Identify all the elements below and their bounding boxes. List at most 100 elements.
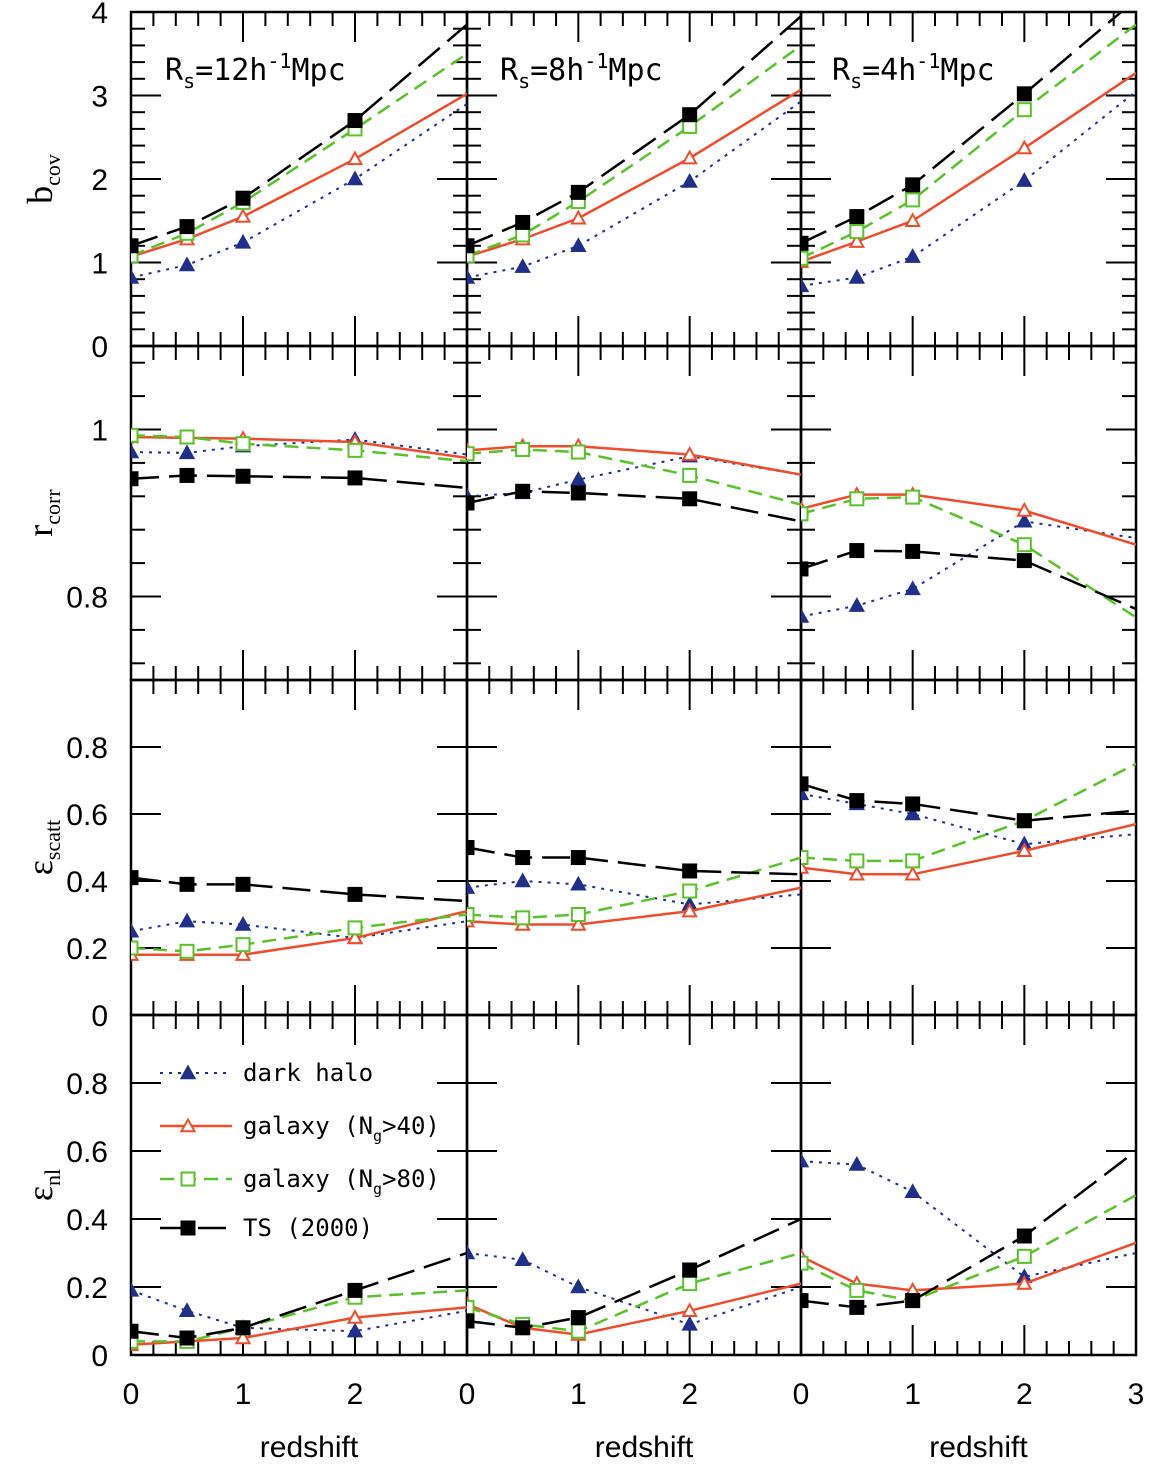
data-point — [570, 850, 586, 866]
panel-series-r1-c1 — [467, 437, 801, 523]
legend-item: dark halo — [160, 1059, 373, 1087]
panel-series-r3-c1 — [467, 1217, 801, 1341]
panel-r1-c0 — [129, 344, 469, 682]
annotation-part: s — [850, 69, 862, 93]
data-point — [234, 208, 252, 223]
data-point — [849, 793, 865, 809]
data-point — [849, 543, 865, 559]
data-point — [848, 1156, 866, 1171]
data-point — [681, 149, 698, 165]
data-point — [1016, 537, 1032, 553]
data-point — [1016, 1275, 1033, 1290]
legend-item: TS (2000) — [160, 1214, 373, 1242]
panel-frame — [129, 344, 469, 682]
panel-annotation: Rs=4h-1Mpc — [832, 49, 995, 93]
y-tick-label: 0 — [91, 331, 108, 364]
data-point — [801, 607, 810, 623]
data-point — [682, 467, 698, 483]
data-point — [235, 876, 251, 892]
data-point — [514, 258, 531, 273]
data-point — [905, 543, 921, 559]
panel-series-r1-c2 — [801, 486, 1136, 623]
data-point — [347, 470, 363, 486]
x-tick-label: 1 — [235, 1378, 252, 1411]
panel-series-r2-c2 — [801, 762, 1136, 881]
y-axis-label-sub: corr — [40, 489, 65, 525]
x-tick-label: 3 — [1128, 1378, 1145, 1411]
data-point — [515, 442, 531, 458]
data-point — [681, 1315, 698, 1331]
data-point — [1016, 842, 1033, 858]
data-point — [570, 915, 587, 931]
series-line-0 — [131, 103, 467, 279]
panel-r2-c1 — [465, 678, 803, 1017]
panel-r3-c1 — [465, 1013, 803, 1357]
data-point — [178, 1302, 196, 1317]
data-point — [1016, 553, 1032, 569]
panel-frame — [799, 344, 1138, 682]
y-tick-label: 0.6 — [66, 799, 108, 832]
y-axis-label: rcorr — [20, 489, 65, 537]
data-point — [467, 248, 475, 264]
y-tick-label: 0.2 — [66, 1272, 108, 1305]
data-point — [1016, 102, 1032, 118]
data-point — [467, 1299, 475, 1315]
data-point — [848, 597, 866, 612]
y-tick-label: 4 — [91, 0, 108, 30]
data-point — [1016, 813, 1032, 829]
data-point — [467, 907, 475, 922]
x-axis-title: redshift — [595, 1431, 694, 1464]
data-point — [1016, 1248, 1032, 1264]
data-point — [131, 471, 139, 487]
y-tick-label: 0.2 — [66, 933, 108, 966]
data-point — [234, 233, 252, 249]
x-tick-label: 0 — [459, 1378, 476, 1411]
data-point — [515, 1320, 531, 1336]
data-point — [570, 237, 587, 252]
y-axis-label-text: εnl — [20, 1169, 65, 1201]
data-point — [570, 209, 587, 225]
y-tick-label: 1 — [91, 415, 108, 448]
data-point — [131, 238, 139, 254]
x-tick-label: 2 — [1016, 1378, 1033, 1411]
data-point — [801, 277, 810, 293]
data-point — [681, 1302, 698, 1317]
data-point — [347, 442, 363, 458]
panel-series-r0-c0 — [131, 23, 467, 284]
data-point — [347, 920, 363, 936]
data-point — [515, 910, 531, 926]
data-point — [905, 853, 921, 869]
series-line-0 — [467, 100, 801, 279]
data-point — [848, 865, 866, 881]
data-point — [346, 150, 364, 166]
panel-frame — [799, 678, 1138, 1017]
y-tick-label: 0.6 — [66, 1136, 108, 1169]
data-point — [570, 875, 587, 891]
series-line-3 — [801, 12, 1124, 245]
data-point — [347, 886, 363, 902]
legend-label: galaxy (Ng>40) — [243, 1112, 440, 1145]
y-tick-label: 3 — [91, 81, 108, 114]
data-point — [179, 429, 195, 445]
annotation-part: s — [183, 69, 195, 93]
data-point — [234, 915, 252, 931]
data-point — [682, 491, 698, 507]
panel-series-r3-c2 — [801, 1150, 1136, 1315]
data-point — [905, 489, 921, 505]
annotation-part: R — [832, 53, 851, 88]
legend-label-main: galaxy (N — [243, 1112, 373, 1140]
data-point — [467, 238, 475, 254]
y-axis-label: bcov — [20, 154, 65, 204]
data-point — [515, 227, 531, 243]
data-point — [1016, 1228, 1032, 1244]
data-point — [515, 850, 531, 866]
data-point — [682, 883, 698, 899]
data-point — [905, 192, 921, 208]
x-tick-label: 2 — [347, 1378, 364, 1411]
y-tick-label: 0.8 — [66, 582, 108, 615]
y-axis-label-text: rcorr — [20, 489, 65, 537]
data-point — [1016, 501, 1033, 517]
data-point — [570, 184, 586, 200]
data-point — [346, 929, 364, 945]
